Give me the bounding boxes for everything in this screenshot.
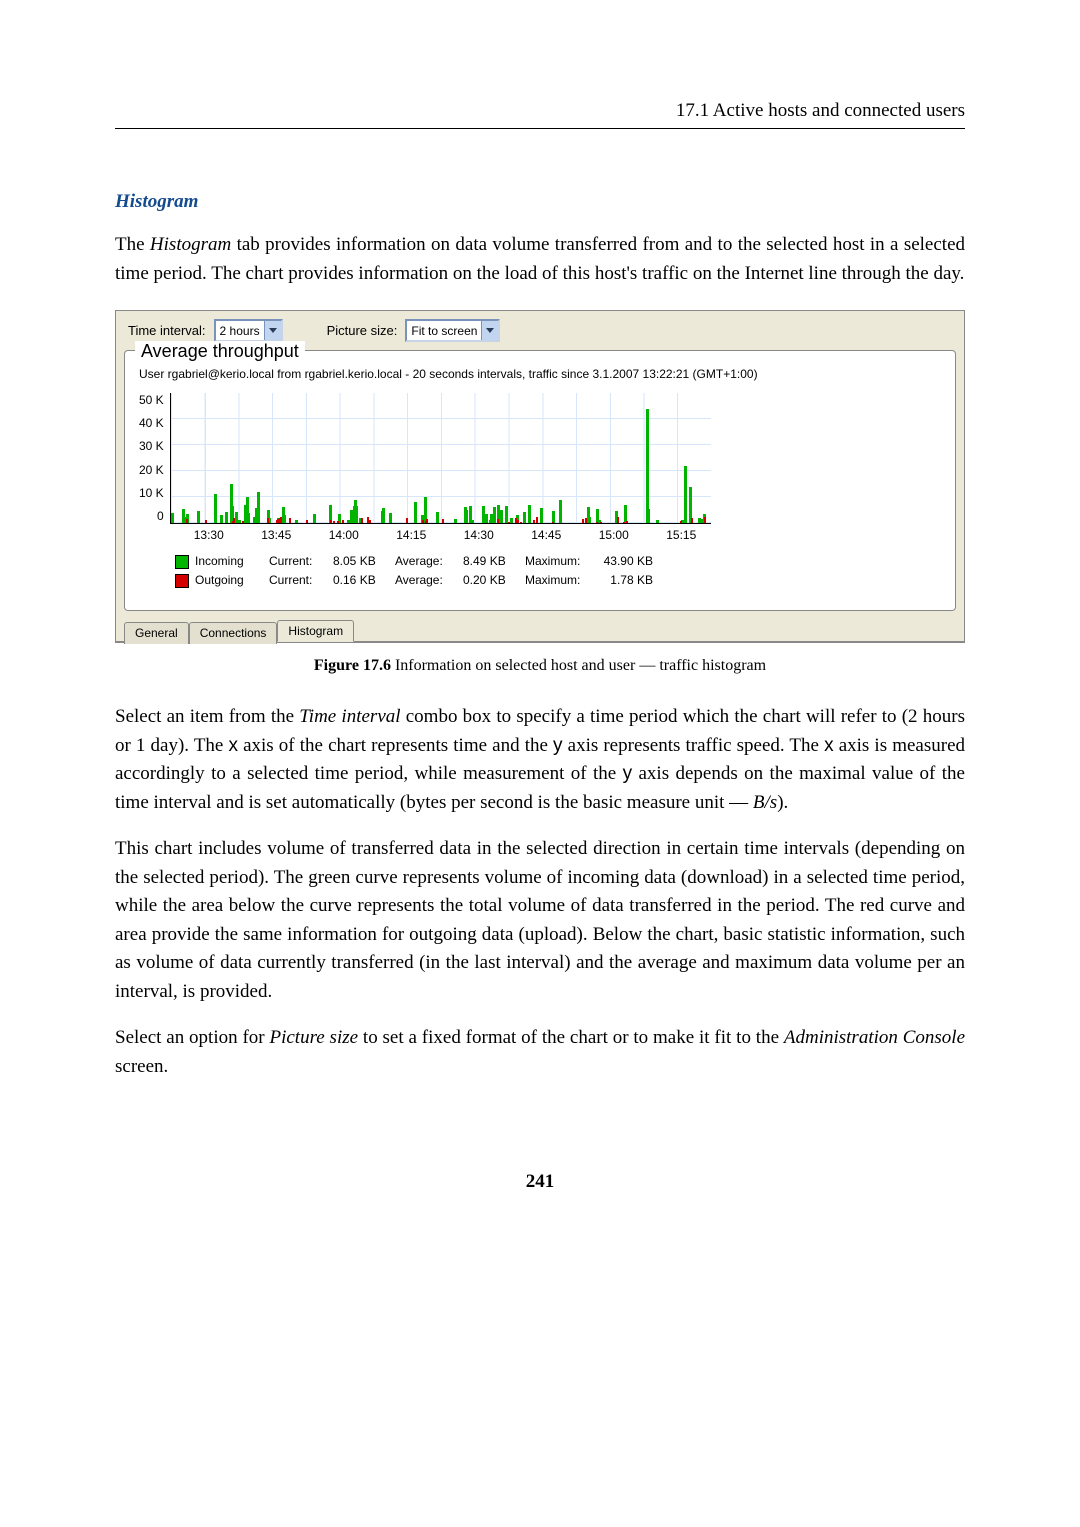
figure-screenshot: Time interval: 2 hours Picture size: Fit… <box>115 310 965 643</box>
tab-strip: General Connections Histogram <box>124 620 956 642</box>
legend-value: 0.20 KB <box>463 571 519 590</box>
text-sans: y <box>553 735 563 756</box>
text-emph: Administration Console <box>784 1027 965 1048</box>
swatch-incoming <box>175 555 189 569</box>
legend-label: Average: <box>395 571 457 590</box>
text-sans: y <box>623 763 633 784</box>
text-emph: Time interval <box>299 706 400 727</box>
legend-value: 8.05 KB <box>333 552 389 571</box>
chevron-down-icon <box>486 328 494 333</box>
legend-row-incoming: Incoming Current: 8.05 KB Average: 8.49 … <box>175 552 941 571</box>
chevron-down-icon <box>269 328 277 333</box>
text: axis represents traffic speed. The <box>563 735 825 756</box>
text: The <box>115 234 150 255</box>
text: ). <box>777 792 788 813</box>
legend-label: Maximum: <box>525 552 589 571</box>
caption-text: Information on selected host and user — … <box>391 657 766 674</box>
picture-size-value: Fit to screen <box>407 324 481 338</box>
time-interval-value: 2 hours <box>216 324 264 338</box>
legend-value: 1.78 KB <box>595 571 661 590</box>
dropdown-button[interactable] <box>481 321 498 340</box>
legend-value: 0.16 KB <box>333 571 389 590</box>
text-emph: B/s <box>753 792 777 813</box>
chart-legend: Incoming Current: 8.05 KB Average: 8.49 … <box>175 552 941 590</box>
subheading-histogram: Histogram <box>115 191 965 213</box>
legend-label: Outgoing <box>195 571 263 590</box>
section-title: 17.1 Active hosts and connected users <box>115 100 965 128</box>
page-number: 241 <box>115 1171 965 1193</box>
text: to set a fixed format of the chart or to… <box>358 1027 784 1048</box>
chart-groupbox: Average throughput User rgabriel@kerio.l… <box>124 350 956 611</box>
header-rule <box>115 128 965 129</box>
y-axis-ticks: 50 K40 K30 K20 K10 K0 <box>139 393 164 523</box>
legend-label: Current: <box>269 571 327 590</box>
page-header: 17.1 Active hosts and connected users <box>115 100 965 129</box>
text: Select an item from the <box>115 706 299 727</box>
time-interval-combo[interactable]: 2 hours <box>214 319 283 342</box>
paragraph-3: This chart includes volume of transferre… <box>115 835 965 1006</box>
text-sans: x <box>228 735 238 756</box>
text-sans: x <box>824 735 834 756</box>
paragraph-4: Select an option for Picture size to set… <box>115 1024 965 1081</box>
chart-title: Average throughput <box>135 341 305 362</box>
x-axis-ticks: 13:3013:4514:0014:1514:3014:4515:0015:15 <box>175 524 715 542</box>
tab-general[interactable]: General <box>124 622 189 644</box>
chart-plot-area <box>170 393 711 524</box>
paragraph-1: The Histogram tab provides information o… <box>115 231 965 288</box>
text: axis of the chart represents time and th… <box>238 735 553 756</box>
text-emph: Histogram <box>150 234 231 255</box>
paragraph-2: Select an item from the Time interval co… <box>115 703 965 817</box>
time-interval-label: Time interval: <box>128 323 206 338</box>
caption-bold: Figure 17.6 <box>314 657 391 674</box>
text-emph: Picture size <box>269 1027 358 1048</box>
legend-label: Current: <box>269 552 327 571</box>
swatch-outgoing <box>175 574 189 588</box>
text: tab provides information on data volume … <box>115 234 965 284</box>
dialog-panel: Time interval: 2 hours Picture size: Fit… <box>115 310 965 643</box>
legend-value: 43.90 KB <box>595 552 661 571</box>
picture-size-combo[interactable]: Fit to screen <box>405 319 500 342</box>
text: Select an option for <box>115 1027 269 1048</box>
chart-subtitle: User rgabriel@kerio.local from rgabriel.… <box>139 367 941 381</box>
dropdown-button[interactable] <box>264 321 281 340</box>
legend-label: Maximum: <box>525 571 589 590</box>
legend-label: Incoming <box>195 552 263 571</box>
legend-row-outgoing: Outgoing Current: 0.16 KB Average: 0.20 … <box>175 571 941 590</box>
legend-label: Average: <box>395 552 457 571</box>
picture-size-label: Picture size: <box>327 323 398 338</box>
text: screen. <box>115 1056 168 1077</box>
legend-value: 8.49 KB <box>463 552 519 571</box>
tab-connections[interactable]: Connections <box>189 622 278 644</box>
tab-histogram[interactable]: Histogram <box>277 620 354 642</box>
figure-caption: Figure 17.6 Information on selected host… <box>115 657 965 675</box>
